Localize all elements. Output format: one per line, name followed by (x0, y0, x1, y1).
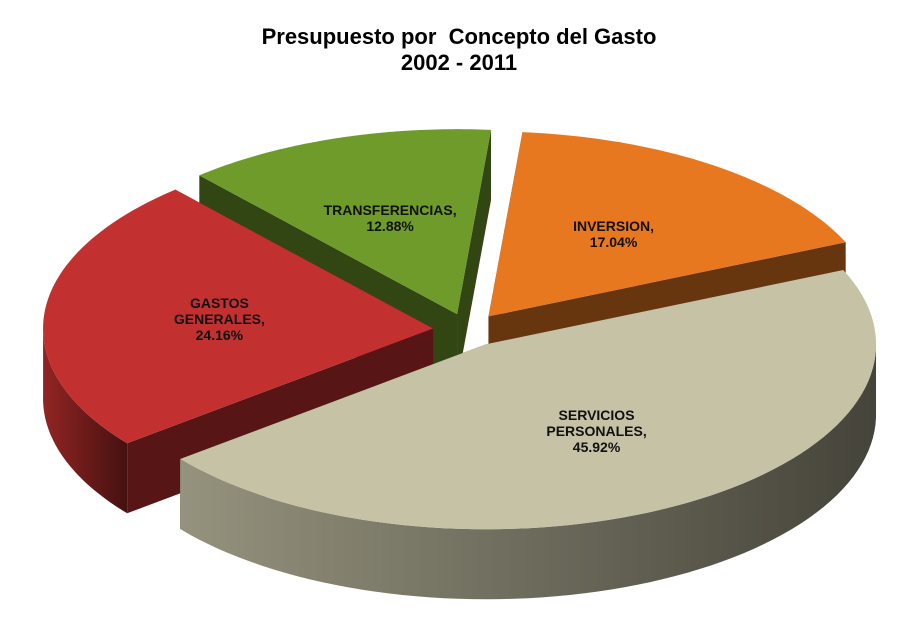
category-label: INVERSION, (573, 217, 654, 234)
data-label: SERVICIOS PERSONALES, 45.92% (546, 407, 646, 455)
category-label: GASTOS GENERALES, (173, 295, 265, 328)
slice-top (199, 129, 492, 315)
value-label: 24.16% (195, 327, 244, 344)
chart-title: Presupuesto por Concepto del Gasto (261, 24, 657, 49)
data-label: GASTOS GENERALES, 24.16% (174, 295, 265, 343)
chart-subtitle: 2002 - 2011 (400, 50, 518, 75)
slice (180, 270, 877, 600)
value-label: 12.88% (366, 217, 414, 234)
data-label: INVERSION, 17.04% (573, 218, 654, 250)
slice-side (457, 129, 492, 385)
slice-top (180, 270, 877, 530)
category-label: TRANSFERENCIAS, (323, 201, 457, 218)
category-label: SERVICIOS PERSONALES, (546, 407, 647, 440)
value-label: 17.04% (589, 233, 638, 250)
data-label: TRANSFERENCIAS, 12.88% (324, 202, 457, 234)
value-label: 45.92% (572, 439, 621, 456)
slice-wall (43, 325, 128, 514)
slice-top (43, 189, 434, 444)
slice-wall (180, 341, 877, 600)
slice-top (488, 132, 846, 317)
